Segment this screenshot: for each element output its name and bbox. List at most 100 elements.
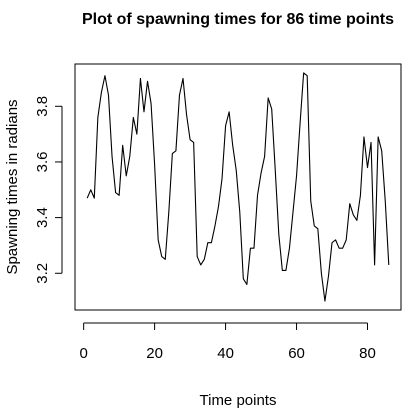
data-point — [260, 172, 261, 173]
series-line — [86, 72, 390, 302]
data-point — [246, 284, 247, 285]
data-point — [126, 175, 127, 176]
data-point — [289, 248, 290, 249]
chart-title: Plot of spawning times for 86 time point… — [82, 11, 394, 28]
data-point — [278, 234, 279, 235]
data-point — [342, 248, 343, 249]
x-tick-label: 20 — [146, 345, 163, 362]
y-tick-label: 3.8 — [34, 96, 51, 117]
data-point — [370, 142, 371, 143]
data-point — [119, 195, 120, 196]
data-point — [243, 278, 244, 279]
data-point — [218, 206, 219, 207]
data-point — [147, 81, 148, 82]
data-point — [264, 156, 265, 157]
data-point — [207, 242, 208, 243]
data-point — [165, 259, 166, 260]
data-point — [186, 114, 187, 115]
data-point — [221, 178, 222, 179]
data-point — [136, 134, 137, 135]
data-point — [236, 170, 237, 171]
x-axis-label: Time points — [200, 392, 277, 409]
data-point — [296, 175, 297, 176]
data-point — [307, 75, 308, 76]
data-point — [111, 156, 112, 157]
data-point — [388, 264, 389, 265]
data-point — [232, 145, 233, 146]
data-point — [122, 145, 123, 146]
y-axis-label: Spawning times in radians — [4, 99, 21, 274]
data-point — [179, 95, 180, 96]
data-point — [250, 248, 251, 249]
x-tick-label: 60 — [288, 345, 305, 362]
data-point — [168, 211, 169, 212]
data-point — [367, 167, 368, 168]
data-point — [253, 248, 254, 249]
data-point — [268, 97, 269, 98]
data-point — [314, 225, 315, 226]
data-point — [175, 150, 176, 151]
data-point — [282, 270, 283, 271]
x-axis: 0 20 40 60 80 — [79, 322, 376, 362]
data-point — [87, 198, 88, 199]
data-point — [353, 214, 354, 215]
data-point — [271, 108, 272, 109]
data-point — [140, 78, 141, 79]
data-point — [214, 225, 215, 226]
data-point — [299, 122, 300, 123]
data-point — [229, 111, 230, 112]
data-point — [381, 150, 382, 151]
y-tick-label: 3.6 — [34, 152, 51, 173]
data-point — [374, 264, 375, 265]
data-point — [97, 117, 98, 118]
data-point — [292, 211, 293, 212]
data-point — [346, 239, 347, 240]
data-point — [133, 117, 134, 118]
data-point — [385, 200, 386, 201]
data-point — [172, 153, 173, 154]
data-point — [150, 103, 151, 104]
data-point — [211, 242, 212, 243]
y-axis: 3.2 3.4 3.6 3.8 — [34, 96, 63, 284]
data-point — [239, 211, 240, 212]
data-point — [257, 195, 258, 196]
x-tick-label: 40 — [217, 345, 234, 362]
y-tick-label: 3.4 — [34, 207, 51, 228]
data-point — [335, 239, 336, 240]
data-point — [349, 203, 350, 204]
y-tick-label: 3.2 — [34, 263, 51, 284]
plot-frame — [74, 63, 402, 311]
x-tick-label: 0 — [79, 345, 87, 362]
data-point — [154, 164, 155, 165]
data-point — [129, 156, 130, 157]
data-point — [328, 275, 329, 276]
data-point — [360, 195, 361, 196]
data-point — [101, 92, 102, 93]
data-point — [115, 192, 116, 193]
data-point — [94, 198, 95, 199]
data-point — [339, 248, 340, 249]
x-tick-label: 80 — [359, 345, 376, 362]
data-point — [310, 200, 311, 201]
data-point — [285, 270, 286, 271]
data-point — [317, 228, 318, 229]
data-point — [321, 273, 322, 274]
data-point — [90, 189, 91, 190]
data-point — [204, 259, 205, 260]
data-point — [161, 256, 162, 257]
data-point — [356, 220, 357, 221]
data-point — [158, 239, 159, 240]
data-point — [303, 72, 304, 73]
data-point — [197, 256, 198, 257]
data-point — [324, 301, 325, 302]
data-point — [190, 139, 191, 140]
data-point — [225, 125, 226, 126]
data-point — [182, 78, 183, 79]
data-point — [331, 242, 332, 243]
data-point — [200, 264, 201, 265]
data-point — [193, 142, 194, 143]
data-point — [275, 170, 276, 171]
data-point — [104, 75, 105, 76]
data-point — [378, 136, 379, 137]
